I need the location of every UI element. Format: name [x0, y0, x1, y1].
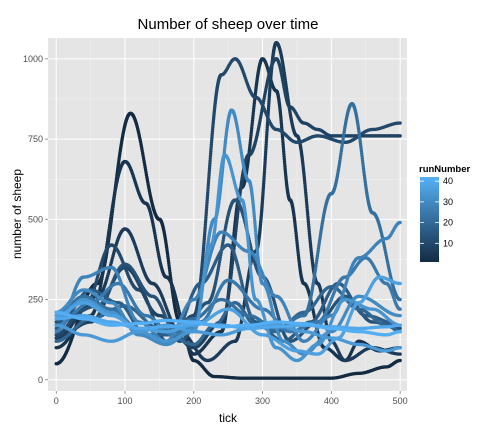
data-point: [264, 140, 269, 144]
data-point: [398, 358, 402, 363]
data-point: [233, 231, 238, 236]
data-point: [262, 170, 267, 174]
data-point: [265, 130, 269, 134]
data-point: [281, 145, 286, 149]
chart-title: Number of sheep over time: [138, 16, 319, 33]
data-point: [250, 121, 254, 125]
data-point: [264, 142, 268, 147]
data-point: [305, 207, 309, 212]
data-point: [250, 123, 254, 128]
data-point: [398, 297, 402, 302]
data-point: [234, 227, 238, 231]
data-point: [280, 135, 285, 139]
data-point: [281, 137, 285, 142]
data-point: [232, 244, 236, 248]
data-point: [264, 135, 269, 139]
data-point: [295, 241, 299, 245]
data-point: [306, 215, 310, 219]
data-point: [263, 165, 267, 169]
data-point: [263, 157, 267, 162]
data-point: [295, 238, 299, 243]
data-point: [263, 152, 268, 157]
data-point: [264, 145, 268, 149]
data-point: [398, 326, 402, 331]
data-point: [304, 198, 309, 202]
data-point: [251, 116, 255, 120]
data-point: [306, 220, 311, 224]
data-point: [398, 307, 402, 311]
data-point: [265, 128, 269, 132]
data-point: [264, 137, 269, 142]
data-point: [265, 125, 269, 130]
data-points: [54, 41, 402, 380]
data-point: [281, 147, 286, 151]
data-point: [282, 152, 286, 156]
data-point: [250, 118, 255, 123]
data-point: [263, 162, 267, 167]
data-point: [398, 134, 402, 138]
data-point: [265, 123, 270, 127]
data-point: [294, 236, 299, 240]
data-point: [305, 210, 310, 214]
data-point: [250, 126, 254, 130]
data-point: [265, 133, 269, 137]
data-point: [398, 352, 402, 356]
data-point: [304, 195, 308, 200]
data-point: [305, 203, 309, 207]
data-point: [281, 142, 285, 146]
data-point: [264, 150, 268, 154]
data-point: [262, 167, 267, 171]
data-point: [306, 212, 310, 217]
data-point: [263, 160, 267, 164]
data-point: [282, 150, 286, 154]
data-point: [398, 121, 402, 125]
data-point: [234, 229, 238, 233]
data-point: [264, 147, 268, 152]
data-point: [306, 217, 310, 222]
data-point: [233, 234, 238, 238]
data-point: [295, 243, 300, 248]
data-point: [304, 193, 308, 197]
data-point: [294, 233, 299, 238]
data-point: [398, 220, 402, 225]
data-point: [263, 155, 268, 159]
data-point: [281, 140, 285, 144]
data-point: [304, 200, 309, 204]
data-point: [249, 128, 254, 133]
data-point: [305, 205, 309, 209]
